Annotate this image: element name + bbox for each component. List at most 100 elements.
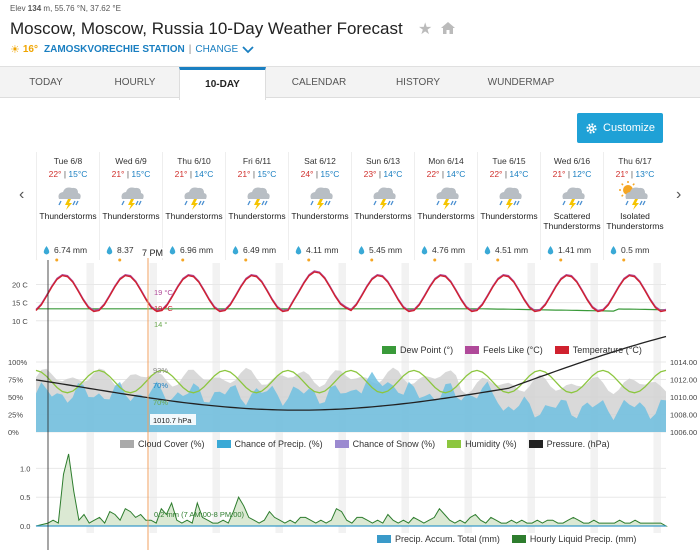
separator: | bbox=[188, 44, 192, 55]
chevron-down-icon[interactable] bbox=[242, 45, 254, 54]
tab-calendar[interactable]: CALENDAR bbox=[291, 77, 347, 88]
day-card[interactable]: Tue 6/8 22° | 15°C Thunderstorms 6.74 mm bbox=[36, 152, 99, 260]
tab-today[interactable]: TODAY bbox=[29, 77, 63, 88]
dew-point-readout: 14 ° bbox=[154, 320, 167, 329]
day-card[interactable]: Wed 6/16 21° | 12°C Scattered Thunderstorms… bbox=[540, 152, 603, 260]
day-precip-amount: 4.76 mm bbox=[432, 245, 466, 255]
tab-history[interactable]: HISTORY bbox=[395, 77, 441, 88]
legend-swatch bbox=[382, 346, 396, 354]
day-temps: 21° | 15°C bbox=[111, 169, 151, 179]
day-card[interactable]: Thu 6/10 21° | 14°C Thunderstorms 6.96 mm bbox=[162, 152, 225, 260]
day-card[interactable]: Sun 6/13 23° | 14°C Thunderstorms 5.45 mm bbox=[351, 152, 414, 260]
day-name: Tue 6/8 bbox=[53, 156, 83, 166]
day-card[interactable]: Mon 6/14 22° | 14°C Thunderstorms 4.76 mm bbox=[414, 152, 477, 260]
tab-wundermap[interactable]: WUNDERMAP bbox=[487, 77, 555, 88]
legend-swatch bbox=[554, 346, 569, 354]
pressure-y-tick: 1010.00 bbox=[670, 393, 697, 402]
day-name: Sat 6/12 bbox=[304, 156, 336, 166]
cloud-y-tick: 25% bbox=[8, 411, 23, 420]
day-precip: 8.37 bbox=[106, 245, 134, 255]
day-card[interactable]: Thu 6/17 21° | 13°C Isolated Thunderstorms 0… bbox=[603, 152, 666, 260]
day-low: 15°C bbox=[131, 169, 151, 179]
pressure-line bbox=[35, 335, 667, 411]
hourly-precip-area bbox=[35, 453, 668, 527]
legend-item[interactable]: Dew Point (°) bbox=[382, 345, 453, 355]
day-card[interactable]: Wed 6/9 21° | 15°C Thunderstorms 8.37 bbox=[99, 152, 162, 260]
day-condition: Thunderstorms bbox=[480, 211, 538, 221]
day-high: 21° bbox=[615, 169, 629, 179]
scroll-right-arrow-icon[interactable]: › bbox=[676, 186, 682, 203]
raindrop-icon bbox=[106, 245, 113, 254]
day-condition: Thunderstorms bbox=[39, 211, 97, 221]
day-low: 12°C bbox=[572, 169, 592, 179]
day-name: Thu 6/10 bbox=[177, 156, 211, 166]
page-title: Moscow, Moscow, Russia 10-Day Weather Fo… bbox=[10, 19, 403, 38]
thunderstorm-icon bbox=[114, 181, 148, 211]
day-precip: 4.51 mm bbox=[484, 245, 528, 255]
legend-item[interactable]: Chance of Precip. (%) bbox=[216, 439, 323, 449]
day-condition: Thunderstorms bbox=[228, 211, 286, 221]
day-high: 21° bbox=[237, 169, 251, 179]
day-card[interactable]: Fri 6/11 21° | 15°C Thunderstorms 6.49 mm bbox=[225, 152, 288, 260]
legend-item[interactable]: Chance of Snow (%) bbox=[334, 439, 435, 449]
legend-item[interactable]: Precip. Accum. Total (mm) bbox=[377, 534, 500, 544]
sun-thunderstorm-icon bbox=[618, 181, 652, 211]
legend-swatch bbox=[528, 440, 543, 448]
day-precip: 6.49 mm bbox=[232, 245, 276, 255]
day-temps: 23° | 14°C bbox=[363, 169, 403, 179]
station-row: ☀ 16° ZAMOSKVORECHIE STATION | CHANGE bbox=[10, 43, 254, 56]
day-high: 21° bbox=[111, 169, 125, 179]
day-precip-amount: 6.96 mm bbox=[180, 245, 214, 255]
day-low: 14°C bbox=[383, 169, 403, 179]
day-precip-amount: 0.5 mm bbox=[621, 245, 650, 255]
change-station-link[interactable]: CHANGE bbox=[195, 44, 239, 55]
legend-item[interactable]: Hourly Liquid Precip. (mm) bbox=[511, 534, 636, 544]
pressure-y-tick: 1008.00 bbox=[670, 411, 697, 420]
day-name: Fri 6/11 bbox=[242, 156, 272, 166]
sun-marker bbox=[307, 258, 311, 262]
day-condition: Thunderstorms bbox=[102, 211, 160, 221]
tab-hourly[interactable]: HOURLY bbox=[114, 77, 156, 88]
day-high: 23° bbox=[363, 169, 377, 179]
home-icon[interactable] bbox=[440, 21, 456, 40]
tab-10-day[interactable]: 10-DAY bbox=[179, 67, 266, 100]
favorite-star-icon[interactable]: ★ bbox=[418, 21, 433, 38]
day-card[interactable]: Sat 6/12 24° | 15°C Thunderstorms 4.11 mm bbox=[288, 152, 351, 260]
station-name[interactable]: ZAMOSKVORECHIE STATION bbox=[44, 44, 185, 55]
day-temps: 21° | 12°C bbox=[552, 169, 592, 179]
raindrop-icon bbox=[295, 245, 302, 254]
day-condition: Scattered bbox=[553, 211, 591, 221]
sun-marker bbox=[559, 258, 563, 262]
temp-chart-legend: Dew Point (°) Feels Like (°C) Temperature … bbox=[370, 345, 642, 355]
scroll-left-arrow-icon[interactable]: ‹ bbox=[19, 186, 25, 203]
legend-item[interactable]: Temperature (°C) bbox=[554, 345, 642, 355]
legend-label: Cloud Cover (%) bbox=[138, 439, 205, 449]
legend-swatch bbox=[447, 440, 462, 448]
tab-bar: TODAY HOURLY 10-DAY CALENDAR HISTORY WUN… bbox=[0, 66, 700, 100]
thunderstorm-icon bbox=[429, 181, 463, 211]
day-name: Thu 6/17 bbox=[618, 156, 652, 166]
cloud-chart-legend: Cloud Cover (%) Chance of Precip. (%) Chan… bbox=[108, 439, 610, 449]
day-low: 14°C bbox=[509, 169, 529, 179]
day-temps: 22° | 14°C bbox=[489, 169, 529, 179]
thunderstorm-icon bbox=[51, 181, 85, 211]
sun-marker bbox=[181, 258, 185, 262]
day-low: 15°C bbox=[68, 169, 88, 179]
day-high: 24° bbox=[300, 169, 314, 179]
day-high: 21° bbox=[552, 169, 566, 179]
legend-item[interactable]: Feels Like (°C) bbox=[465, 345, 543, 355]
day-precip: 5.45 mm bbox=[358, 245, 402, 255]
legend-item[interactable]: Cloud Cover (%) bbox=[120, 439, 205, 449]
day-condition: Thunderstorms bbox=[354, 211, 412, 221]
day-card[interactable]: Tue 6/15 22° | 14°C Thunderstorms 4.51 mm bbox=[477, 152, 540, 260]
day-low: 13°C bbox=[635, 169, 655, 179]
pressure-y-tick: 1012.00 bbox=[670, 376, 697, 385]
legend-item[interactable]: Pressure. (hPa) bbox=[528, 439, 610, 449]
cloud-cover-readout: 93% bbox=[153, 366, 168, 375]
current-temp: 16° bbox=[22, 44, 38, 55]
thunderstorm-icon bbox=[555, 181, 589, 211]
legend-swatch bbox=[120, 440, 134, 448]
legend-item[interactable]: Humidity (%) bbox=[447, 439, 517, 449]
customize-button[interactable]: Customize bbox=[577, 113, 663, 143]
day-temps: 22° | 14°C bbox=[426, 169, 466, 179]
